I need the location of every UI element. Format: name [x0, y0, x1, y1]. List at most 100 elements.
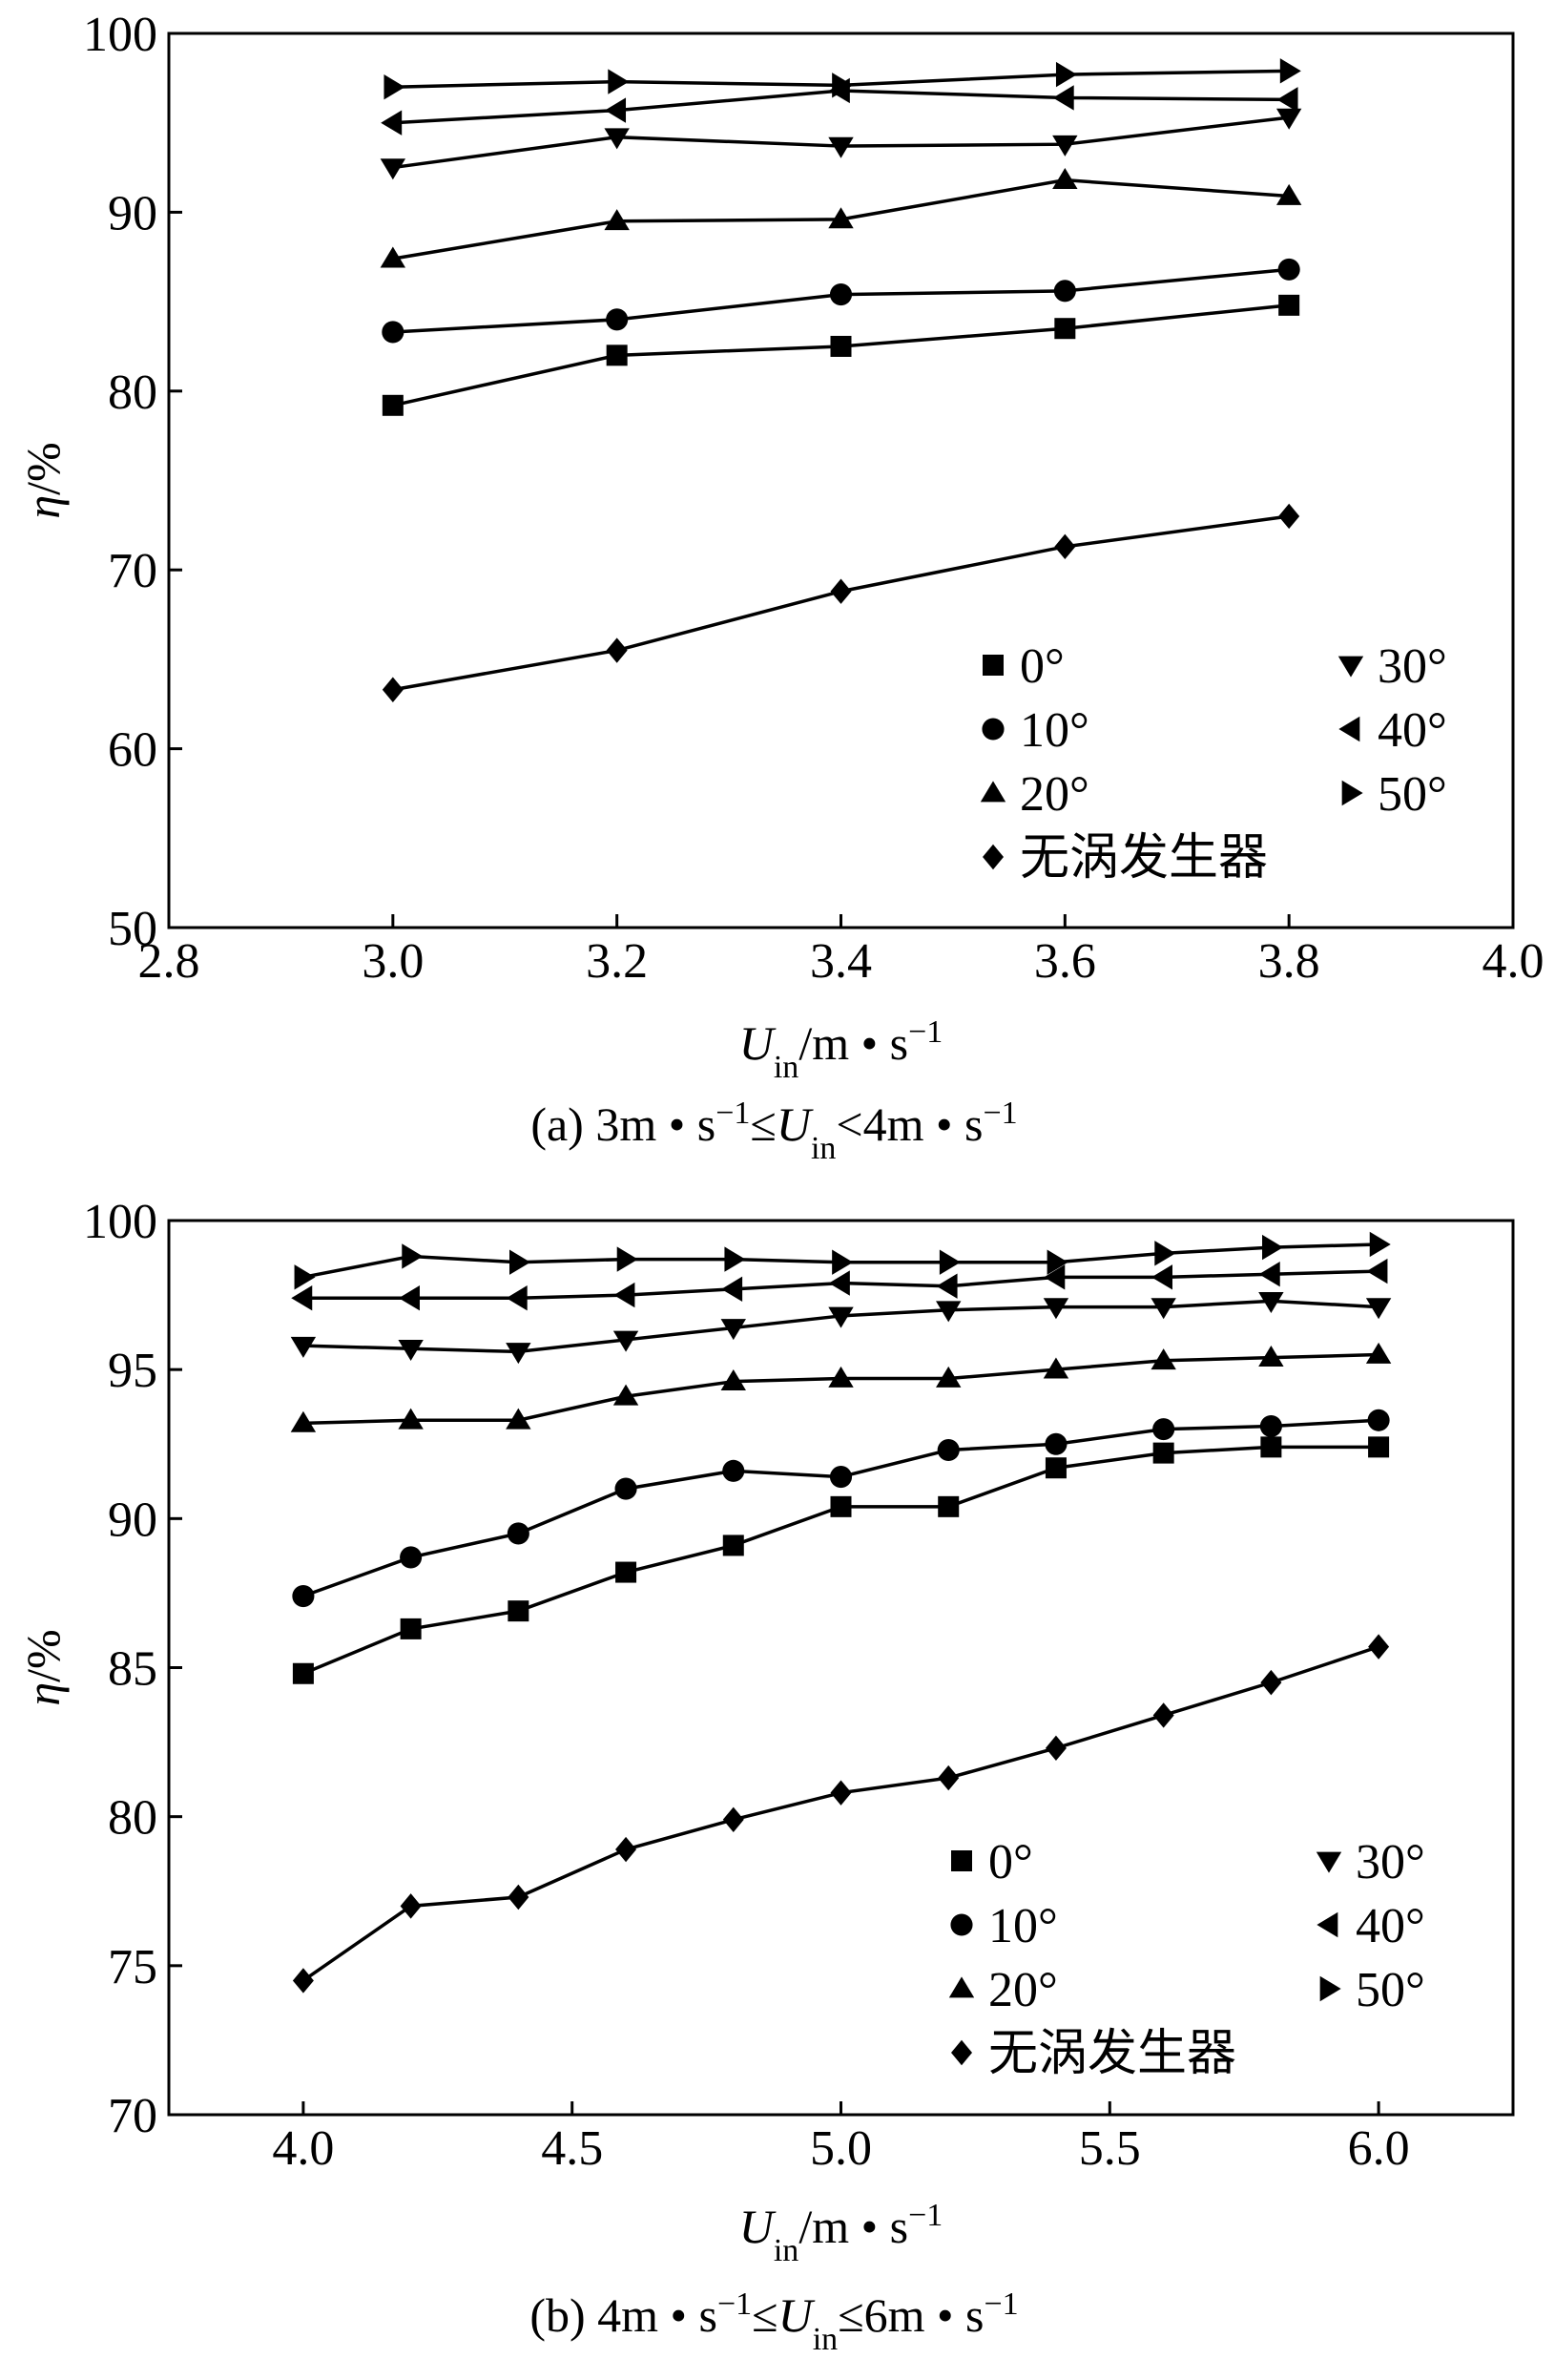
data-point: [508, 1884, 529, 1910]
data-point: [506, 1408, 531, 1430]
legend-marker: [951, 1850, 972, 1871]
data-point: [604, 128, 630, 150]
data-point: [1152, 1418, 1175, 1441]
data-point: [1045, 1432, 1068, 1455]
data-point: [1045, 1457, 1067, 1479]
chart-caption-part: ≤6m • s: [838, 2288, 984, 2342]
x-tick-label: 6.0: [1348, 2121, 1410, 2176]
data-point: [508, 1249, 530, 1275]
legend-label: 30°: [1378, 639, 1447, 694]
data-point: [400, 1893, 422, 1919]
y-tick-label: 50: [108, 902, 157, 956]
y-axis-label-part: η: [16, 1682, 70, 1706]
data-point: [1279, 58, 1301, 84]
y-tick-label: 70: [108, 2089, 157, 2143]
data-point: [1045, 1735, 1067, 1762]
y-tick-label: 80: [108, 365, 157, 420]
data-point: [1043, 1298, 1069, 1320]
legend-marker: [982, 718, 1005, 741]
y-tick-label: 100: [83, 1195, 157, 1249]
data-point: [1054, 533, 1076, 560]
y-tick-label: 90: [108, 186, 157, 240]
x-axis-label-part: −1: [908, 2198, 943, 2233]
legend-label: 50°: [1378, 767, 1447, 822]
data-point: [1367, 1409, 1390, 1431]
data-point: [604, 209, 630, 231]
series-line: [301, 1644, 1379, 1982]
x-axis-label-part: U: [739, 1016, 777, 1070]
x-tick-label: 5.5: [1079, 2121, 1141, 2176]
data-point: [614, 1477, 637, 1500]
data-point: [832, 1249, 854, 1275]
x-axis-label-part: /m • s: [798, 1016, 908, 1070]
data-point: [1047, 1249, 1068, 1275]
x-tick-label: 2.8: [138, 934, 200, 989]
data-point: [616, 1246, 638, 1272]
series-triangle-right: [294, 1231, 1391, 1290]
series-square: [292, 1436, 1390, 1684]
legend-label: 40°: [1356, 1899, 1425, 1953]
data-point: [398, 1408, 424, 1430]
data-point: [1053, 280, 1076, 303]
y-tick-label: 95: [108, 1344, 157, 1398]
data-point: [507, 1522, 529, 1545]
data-point: [382, 677, 404, 702]
legend-marker: [1337, 656, 1364, 678]
data-point: [615, 1561, 637, 1583]
legend-marker: [1319, 1975, 1341, 2002]
data-point: [380, 158, 406, 180]
data-point: [829, 1466, 853, 1489]
series-triangle-right: [384, 58, 1301, 100]
series-diamond: [292, 1634, 1390, 1994]
x-axis-label-part: in: [774, 1050, 798, 1085]
y-axis-label-part: η: [16, 495, 70, 519]
y-tick-label: 85: [108, 1642, 157, 1697]
data-point: [1258, 1346, 1284, 1367]
data-point: [721, 1276, 743, 1303]
data-point: [398, 1339, 424, 1361]
x-tick-label: 3.4: [810, 934, 872, 989]
chart-caption-part: <4m • s: [836, 1097, 983, 1151]
chart-caption-part: U: [778, 2288, 816, 2342]
data-point: [830, 335, 852, 357]
data-point: [384, 74, 405, 100]
data-point: [1258, 1262, 1280, 1287]
x-tick-label: 4.0: [272, 2121, 334, 2176]
x-axis-label: Uin/m • s−1: [739, 2198, 943, 2268]
data-point: [615, 1836, 637, 1863]
data-point: [830, 578, 852, 604]
data-point: [1055, 61, 1077, 88]
data-point: [722, 1534, 744, 1556]
data-point: [1052, 168, 1078, 190]
x-axis-label-part: −1: [908, 1014, 943, 1050]
data-point: [832, 73, 854, 98]
chart-caption-part: −1: [983, 1096, 1017, 1131]
chart-caption-part: ≤: [750, 1097, 776, 1151]
y-axis-label-part: /%: [16, 1629, 70, 1682]
data-point: [292, 1968, 314, 1994]
x-axis-label-part: /m • s: [798, 2200, 908, 2253]
legend-marker: [950, 1913, 973, 1936]
legend-label: 0°: [1020, 639, 1065, 694]
data-point: [1151, 1298, 1176, 1320]
data-point: [1365, 1298, 1392, 1320]
data-point: [828, 1306, 854, 1328]
legend-marker: [983, 655, 1004, 676]
series-square: [382, 294, 1300, 416]
data-point: [1369, 1231, 1391, 1258]
data-point: [506, 1285, 528, 1311]
chart-caption-part: −1: [715, 1096, 750, 1131]
data-point: [1154, 1241, 1176, 1266]
data-point: [722, 1459, 745, 1482]
data-point: [724, 1246, 746, 1272]
data-point: [720, 1319, 746, 1341]
data-point: [508, 1600, 529, 1622]
data-point: [380, 246, 406, 268]
data-point: [1275, 183, 1302, 205]
data-point: [1258, 1291, 1284, 1313]
legend-label: 20°: [988, 1963, 1058, 2017]
data-point: [1054, 318, 1076, 340]
data-point: [382, 394, 404, 416]
x-tick-label: 4.5: [541, 2121, 603, 2176]
x-tick-label: 3.6: [1034, 934, 1096, 989]
